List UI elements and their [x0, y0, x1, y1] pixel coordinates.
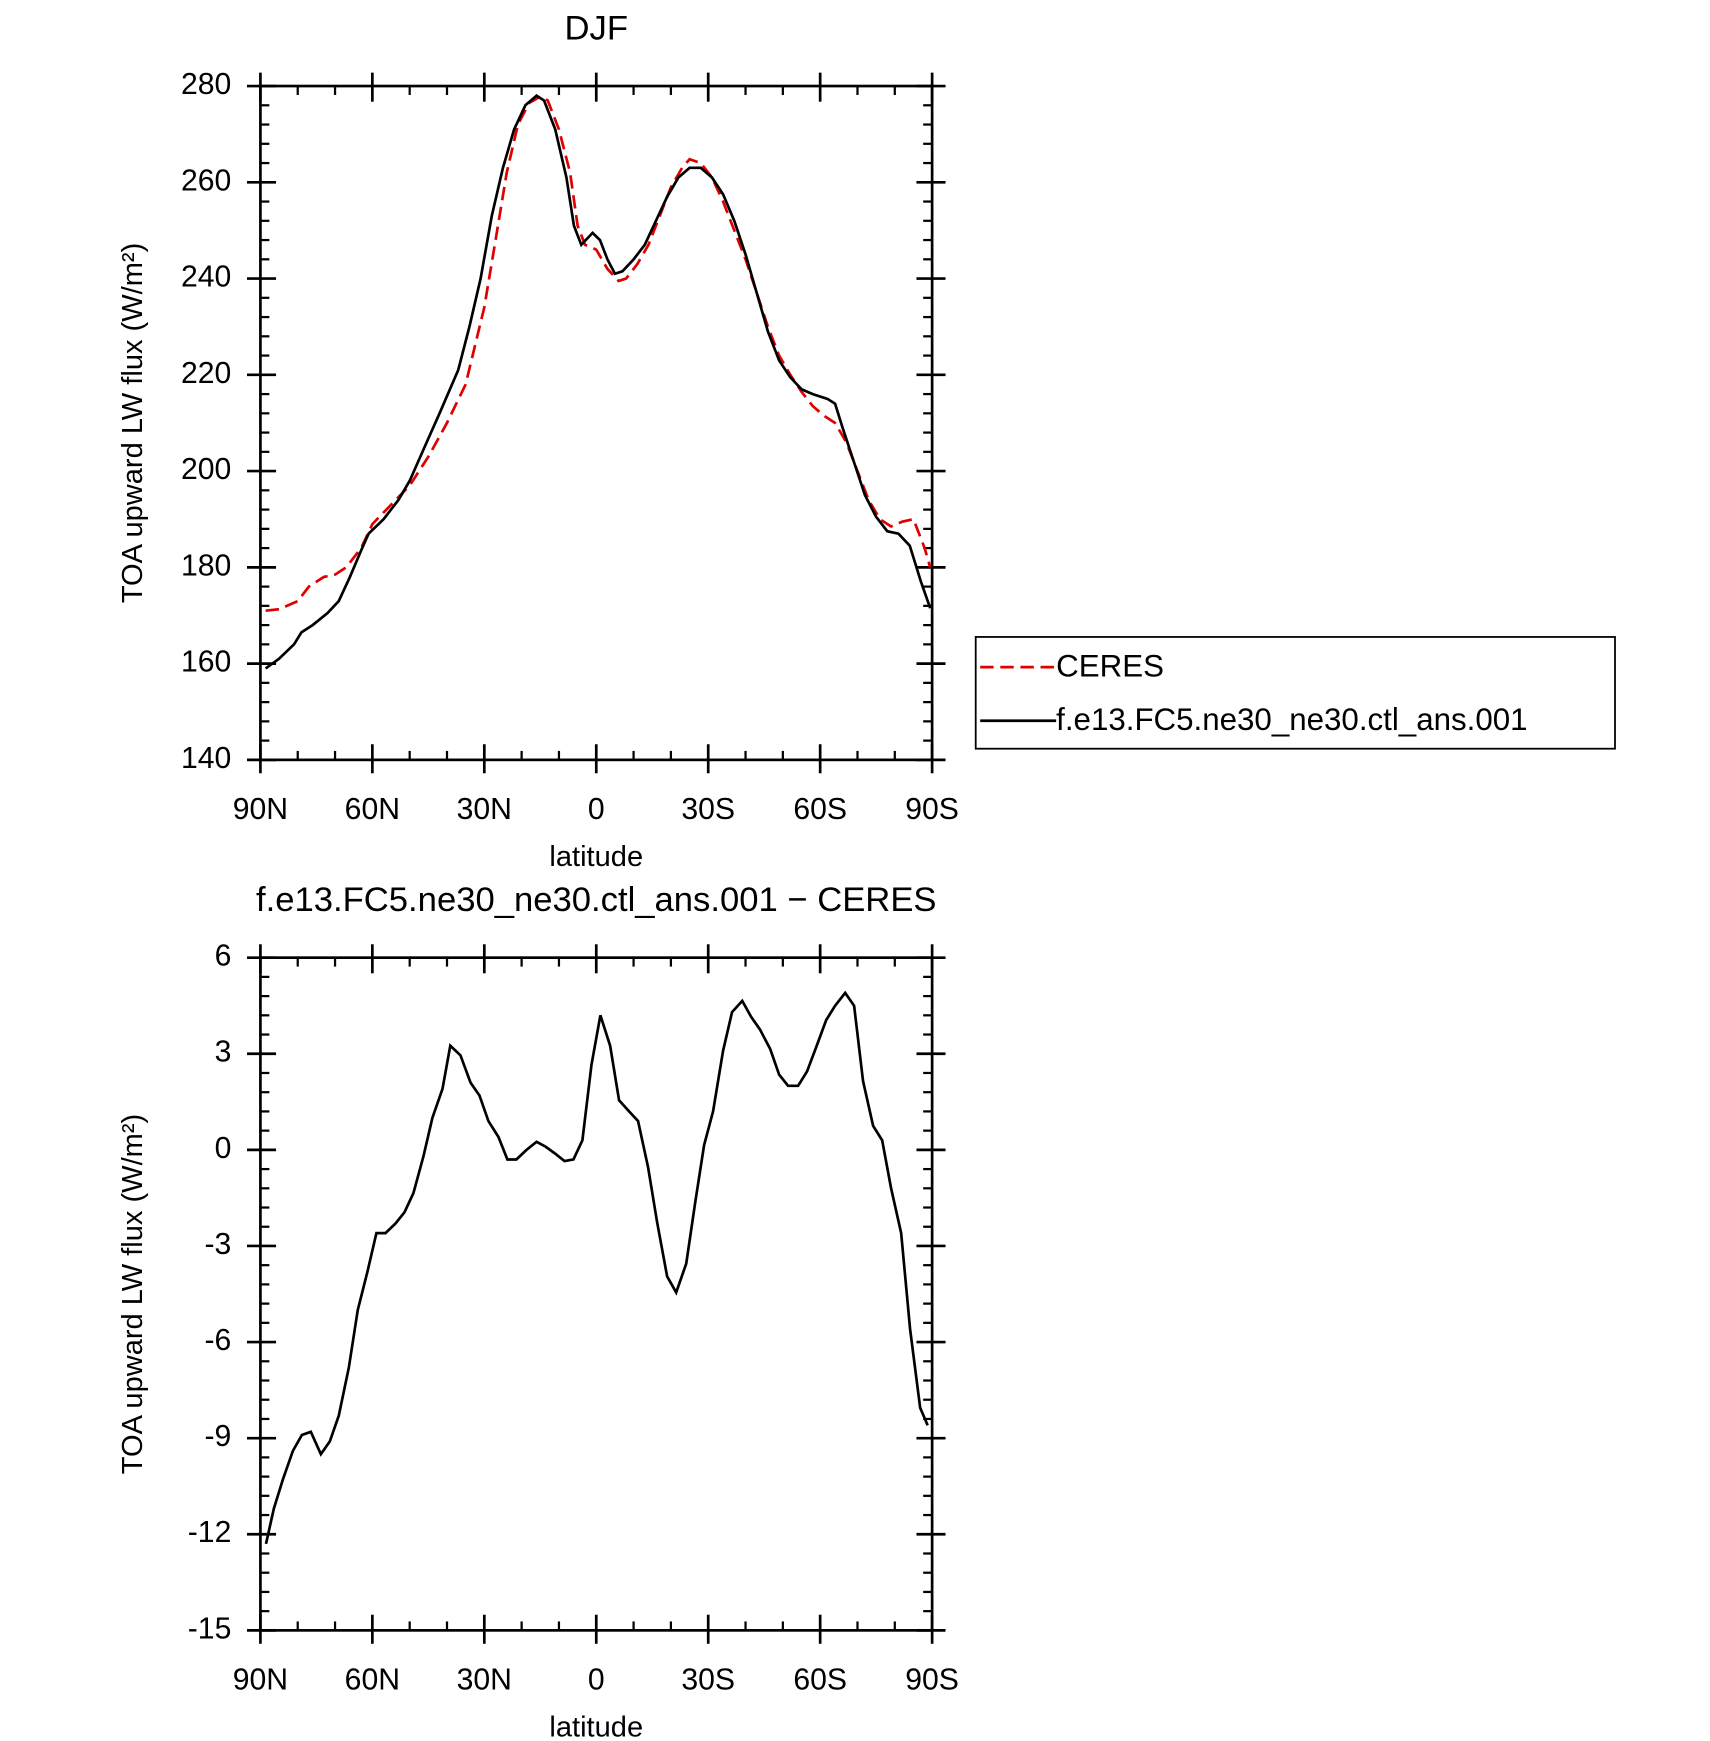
y-tick-label: 260 — [181, 164, 231, 197]
y-tick-label: 140 — [181, 742, 231, 775]
data-line — [265, 95, 932, 613]
chart-title: f.e13.FC5.ne30_ne30.ctl_ans.001 − CERES — [256, 881, 937, 919]
x-axis-label: latitude — [549, 1711, 643, 1741]
x-tick-label: 30S — [681, 1664, 735, 1697]
y-tick-label: -9 — [205, 1420, 232, 1453]
y-tick-label: 280 — [181, 68, 231, 101]
x-tick-label: 0 — [588, 793, 605, 826]
y-tick-label: 220 — [181, 357, 231, 390]
x-tick-label: 60N — [345, 793, 400, 826]
y-tick-label: 180 — [181, 549, 231, 582]
y-tick-label: -6 — [205, 1324, 232, 1357]
x-tick-label: 30N — [457, 793, 512, 826]
y-tick-label: -12 — [188, 1516, 232, 1549]
y-tick-label: 200 — [181, 453, 231, 486]
y-tick-label: 0 — [215, 1132, 232, 1165]
y-tick-label: 160 — [181, 646, 231, 679]
data-line — [264, 93, 932, 670]
y-axis-label: TOA upward LW flux (W/m²) — [117, 243, 149, 603]
y-tick-label: -15 — [188, 1612, 232, 1645]
plot-frame — [259, 956, 934, 1632]
x-tick-label: 0 — [588, 1664, 605, 1697]
x-tick-label: 60S — [793, 1664, 847, 1697]
x-tick-label: 30S — [681, 793, 735, 826]
x-tick-label: 90S — [905, 1664, 959, 1697]
y-tick-label: 240 — [181, 261, 231, 294]
y-axis-label: TOA upward LW flux (W/m²) — [117, 1114, 149, 1474]
chart-title: DJF — [565, 9, 628, 47]
legend-label: f.e13.FC5.ne30_ne30.ctl_ans.001 — [1056, 702, 1527, 737]
legend-label: CERES — [1056, 649, 1164, 684]
plot-frame — [259, 84, 934, 762]
x-tick-label: 90S — [905, 793, 959, 826]
y-tick-label: 3 — [215, 1036, 232, 1069]
x-tick-label: 30N — [457, 1664, 512, 1697]
y-tick-label: -3 — [205, 1228, 232, 1261]
x-axis-label: latitude — [549, 841, 643, 873]
x-tick-label: 90N — [233, 793, 288, 826]
y-tick-label: 6 — [215, 940, 232, 973]
x-tick-label: 60N — [345, 1664, 400, 1697]
x-tick-label: 60S — [793, 793, 847, 826]
data-line — [264, 990, 929, 1545]
x-tick-label: 90N — [233, 1664, 288, 1697]
legend-box — [974, 636, 1616, 750]
